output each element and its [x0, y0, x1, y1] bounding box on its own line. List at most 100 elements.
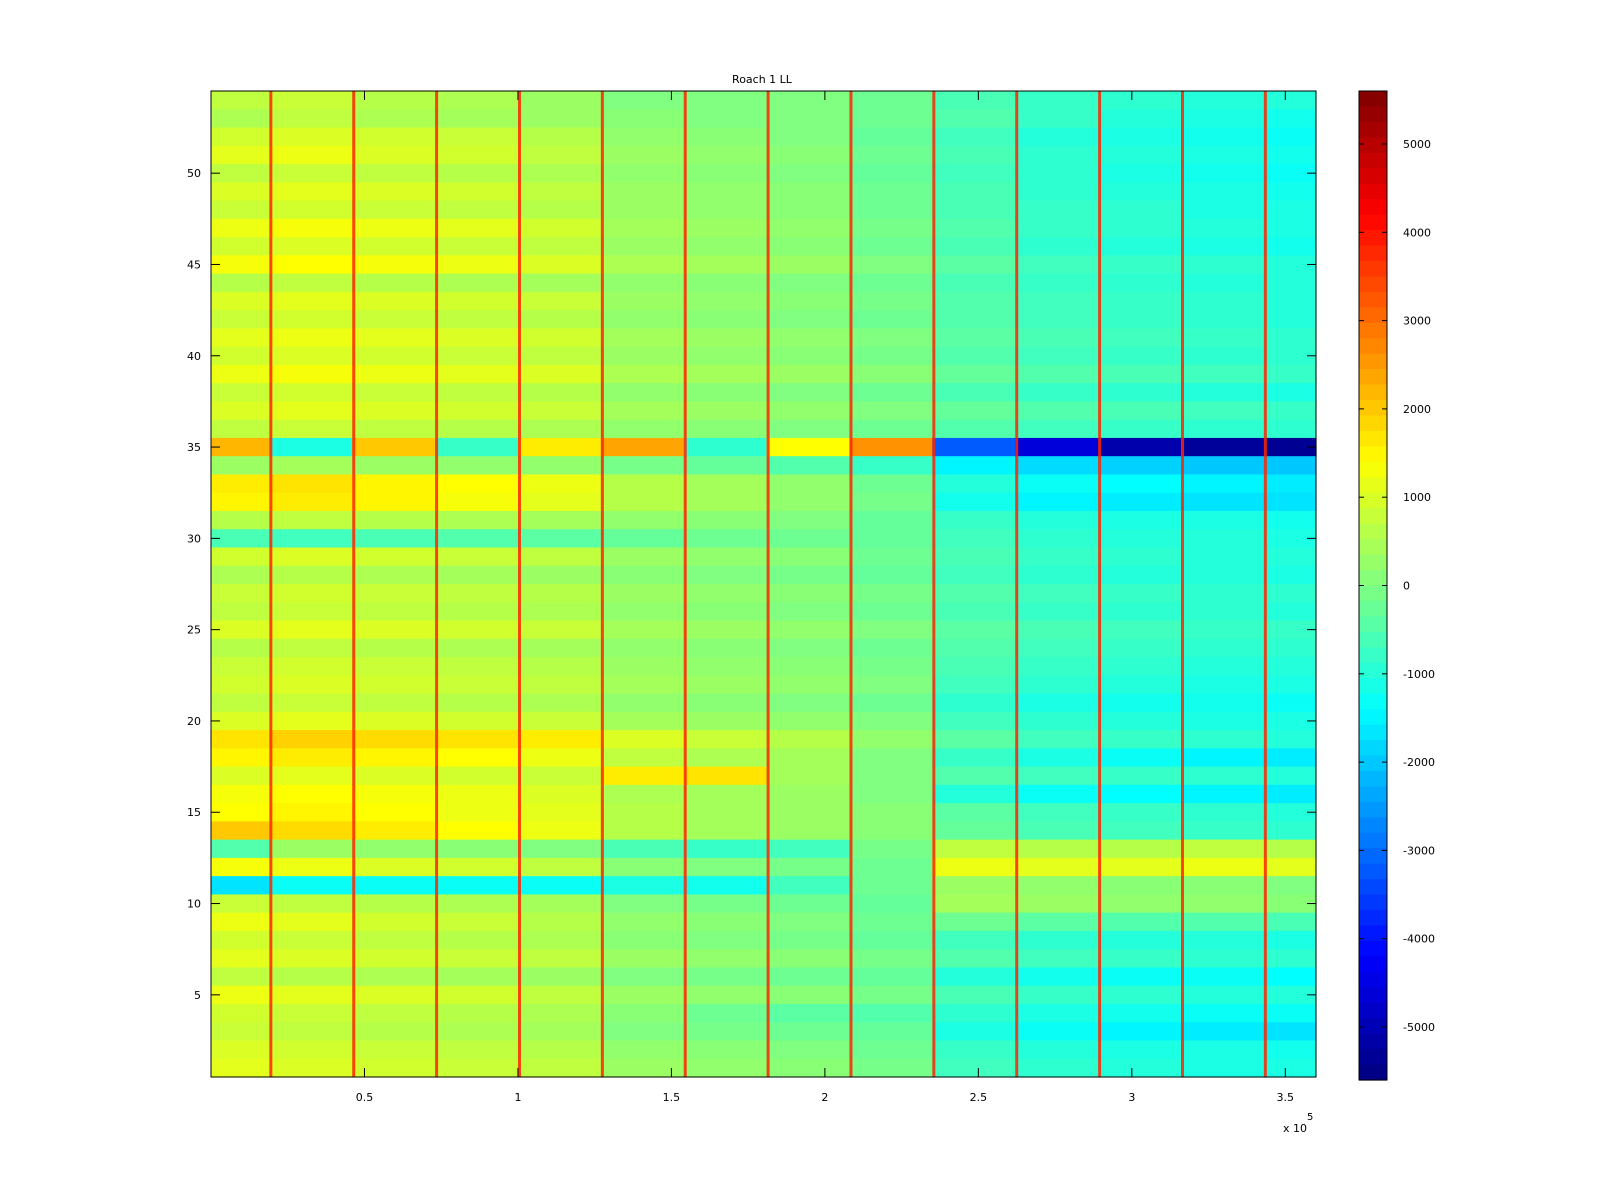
x-tick-label: 1.5	[663, 1091, 681, 1104]
heatmap-cell	[211, 1058, 270, 1078]
heatmap-cell	[683, 273, 768, 293]
heatmap-cell	[849, 291, 933, 311]
heatmap-cell	[1015, 949, 1099, 969]
heatmap-cell	[766, 620, 851, 640]
colorbar-step	[1359, 508, 1387, 525]
colorbar-step	[1359, 137, 1387, 154]
heatmap-cell	[435, 1003, 519, 1023]
heatmap-cell	[1263, 145, 1317, 165]
heatmap-cell	[683, 766, 768, 786]
heatmap-cell	[211, 876, 270, 896]
heatmap-cell	[932, 967, 1016, 987]
heatmap-cell	[269, 711, 353, 731]
heatmap-cell	[932, 510, 1016, 530]
heatmap-cell	[1015, 474, 1099, 494]
heatmap-cell	[269, 109, 353, 129]
heatmap-cell	[932, 784, 1016, 804]
heatmap-cell	[211, 182, 270, 202]
heatmap-cell	[211, 273, 270, 293]
heatmap-cell	[517, 730, 602, 749]
heatmap-cell	[1263, 255, 1317, 275]
heatmap-cell	[683, 584, 768, 603]
heatmap-cell	[849, 839, 933, 859]
heatmap-cell	[352, 711, 436, 731]
heatmap-cell	[683, 821, 768, 841]
heatmap-cell	[211, 748, 270, 768]
heatmap-cell	[683, 127, 768, 147]
heatmap-cell	[1180, 127, 1265, 147]
heatmap-cell	[211, 1022, 270, 1042]
heatmap-cell	[352, 456, 436, 476]
heatmap-cell	[269, 565, 353, 585]
heatmap-cell	[849, 930, 933, 950]
heatmap-cell	[600, 711, 685, 731]
heatmap-cell	[849, 401, 933, 421]
heatmap-cell	[435, 437, 519, 457]
heatmap-cell	[517, 985, 602, 1005]
heatmap-cell	[600, 821, 685, 841]
heatmap-cell	[269, 237, 353, 256]
heatmap-cell	[269, 584, 353, 603]
heatmap-cell	[435, 949, 519, 969]
heatmap-cell	[352, 474, 436, 494]
heatmap-cell	[766, 857, 851, 877]
heatmap-cell	[1180, 803, 1265, 822]
colorbar-step	[1359, 461, 1387, 478]
y-tick-label: 20	[187, 715, 201, 728]
heatmap-cell	[352, 383, 436, 403]
heatmap-cell	[600, 839, 685, 859]
heatmap-cell	[683, 638, 768, 658]
heatmap-cell	[517, 584, 602, 603]
heatmap-cell	[1098, 839, 1182, 859]
heatmap-cell	[683, 1058, 768, 1078]
heatmap-cell	[211, 255, 270, 275]
x-tick-label: 3.5	[1277, 1091, 1295, 1104]
heatmap-cell	[1263, 967, 1317, 987]
heatmap-cell	[683, 164, 768, 183]
heatmap-cell	[269, 967, 353, 987]
heatmap-cell	[600, 547, 685, 567]
heatmap-cell	[1180, 766, 1265, 786]
heatmap-cell	[932, 127, 1016, 147]
heatmap-cell	[766, 949, 851, 969]
heatmap-cell	[600, 364, 685, 384]
heatmap-cell	[1180, 1022, 1265, 1042]
heatmap-cell	[352, 638, 436, 658]
heatmap-cell	[600, 584, 685, 603]
heatmap-cell	[1263, 821, 1317, 841]
heatmap-cell	[683, 255, 768, 275]
heatmap-cell	[352, 1003, 436, 1023]
heatmap-cell	[683, 310, 768, 329]
heatmap-cell	[1098, 657, 1182, 676]
heatmap-cell	[1015, 857, 1099, 877]
heatmap-cell	[1098, 529, 1182, 549]
heatmap-cell	[517, 474, 602, 494]
heatmap-cell	[435, 967, 519, 987]
heatmap-cell	[435, 310, 519, 329]
heatmap-cell	[683, 218, 768, 238]
heatmap-cell	[1263, 127, 1317, 147]
heatmap-cell	[932, 730, 1016, 749]
heatmap-cell	[1263, 1040, 1317, 1060]
heatmap-cell	[517, 876, 602, 896]
heatmap-cell	[1098, 310, 1182, 329]
heatmap-cell	[932, 456, 1016, 476]
heatmap-cell	[849, 821, 933, 841]
heatmap-cell	[849, 711, 933, 731]
heatmap-cell	[435, 182, 519, 202]
heatmap-cell	[683, 894, 768, 914]
heatmap-spike-line	[1098, 91, 1102, 1077]
x-tick-label: 2	[821, 1091, 828, 1104]
colorbar-step	[1359, 662, 1387, 679]
colorbar-step	[1359, 430, 1387, 448]
heatmap-cell	[269, 364, 353, 384]
heatmap-cell	[1015, 437, 1099, 457]
heatmap-cell	[600, 200, 685, 220]
heatmap-cell	[849, 912, 933, 932]
heatmap-cell	[600, 255, 685, 275]
heatmap-cell	[1015, 346, 1099, 366]
y-tick-label: 35	[187, 441, 201, 454]
heatmap-cell	[517, 547, 602, 567]
heatmap-cell	[1098, 419, 1182, 439]
heatmap-cell	[517, 638, 602, 658]
